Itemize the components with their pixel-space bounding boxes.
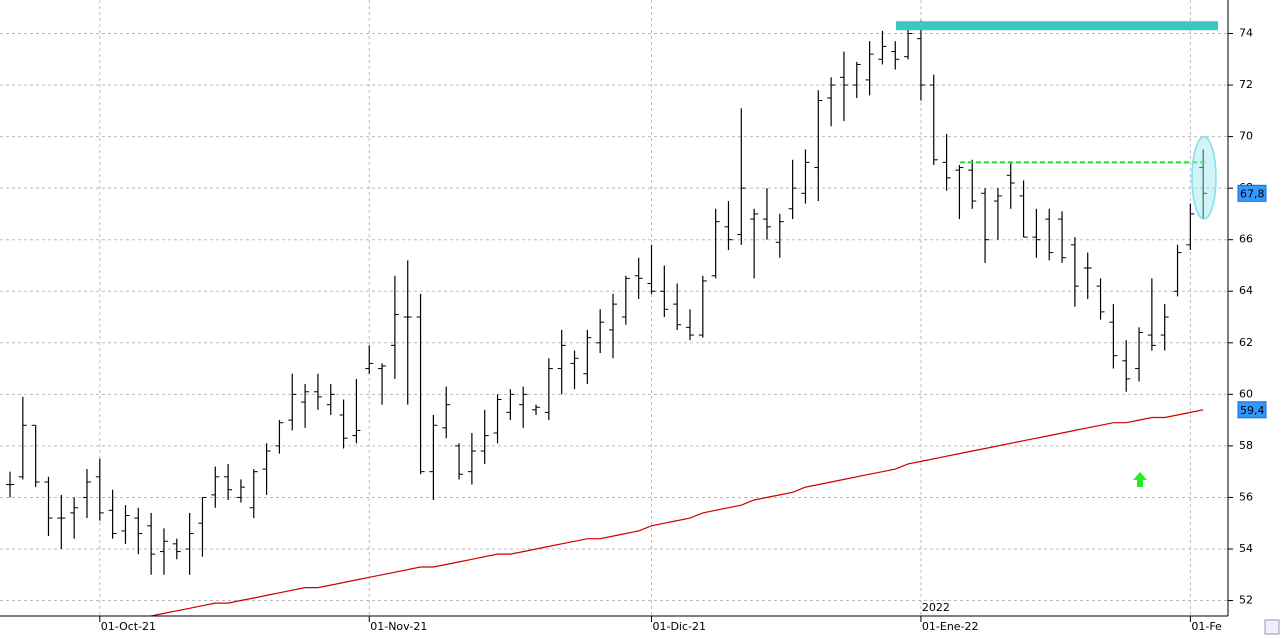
grid (0, 0, 1228, 616)
price-label-box (1237, 401, 1267, 419)
plot-area (6, 20, 1218, 616)
x-tick-label: 01-Fe (1191, 620, 1222, 633)
y-tick-label: 54 (1239, 542, 1253, 555)
price-label: 67,8 (1240, 187, 1265, 200)
moving-average (150, 409, 1204, 616)
y-tick-label: 74 (1239, 27, 1253, 40)
y-tick-label: 72 (1239, 78, 1253, 91)
y-tick-label: 60 (1239, 387, 1253, 400)
x-tick-label: 01-Ene-22 (922, 620, 979, 633)
y-tick-label: 58 (1239, 439, 1253, 452)
y-tick-label: 64 (1239, 284, 1253, 297)
axes: 52545658606264666870727401-Oct-2101-Nov-… (99, 27, 1267, 633)
y-tick-label: 70 (1239, 130, 1253, 143)
y-tick-label: 56 (1239, 490, 1253, 503)
price-label: 59,4 (1240, 404, 1265, 417)
x-tick-label: 01-Dic-21 (653, 620, 707, 633)
year-marker: 2022 (922, 601, 950, 614)
y-tick-label: 52 (1239, 594, 1253, 607)
y-tick-label: 66 (1239, 233, 1253, 246)
corner-icon (1264, 619, 1280, 635)
x-tick-label: 01-Nov-21 (370, 620, 427, 633)
y-tick-label: 62 (1239, 336, 1253, 349)
up-arrow (1133, 472, 1147, 487)
x-tick-label: 01-Oct-21 (101, 620, 156, 633)
price-label-box (1237, 184, 1267, 202)
highlight-ellipse (1191, 136, 1217, 220)
